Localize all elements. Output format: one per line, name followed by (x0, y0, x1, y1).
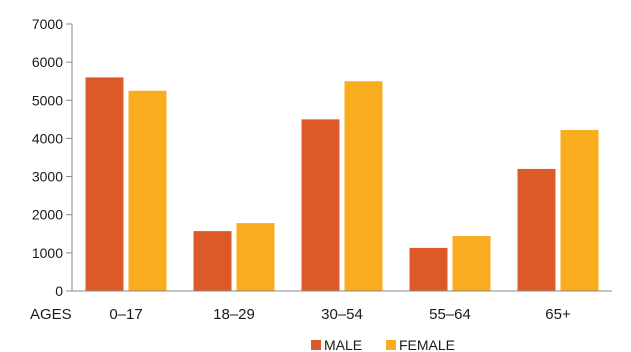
x-tick-label: 30–54 (321, 306, 363, 323)
bar-female (452, 236, 491, 291)
y-tick-label: 5000 (32, 92, 63, 108)
bar-male (517, 168, 556, 291)
y-tick-label: 0 (55, 283, 63, 299)
y-tick-label: 1000 (32, 245, 63, 261)
bar-female (236, 223, 275, 291)
x-tick-label: 65+ (545, 306, 571, 323)
y-tick-label: 4000 (32, 130, 63, 146)
bar-female (344, 81, 383, 291)
y-tick-label: 3000 (32, 169, 63, 185)
bar-female (560, 130, 599, 291)
bars (85, 77, 599, 292)
legend: MALE FEMALE (311, 337, 455, 352)
bar-male (301, 119, 340, 291)
bar-female (128, 90, 167, 291)
legend-swatch-male (311, 340, 321, 350)
y-axis-ticks: 0 1000 2000 3000 4000 5000 6000 7000 (32, 16, 72, 299)
x-axis-categories: 0–17 18–29 30–54 55–64 65+ (109, 306, 571, 323)
legend-label-female: FEMALE (399, 337, 455, 352)
x-axis-label: AGES (30, 306, 72, 323)
x-tick-label: 18–29 (213, 306, 255, 323)
bar-male (193, 231, 232, 291)
y-tick-label: 2000 (32, 207, 63, 223)
bar-male (85, 77, 124, 292)
legend-label-male: MALE (324, 337, 362, 352)
bar-male (409, 247, 448, 291)
y-tick-label: 6000 (32, 54, 63, 70)
legend-swatch-female (386, 340, 396, 350)
y-tick-label: 7000 (32, 16, 63, 32)
x-tick-label: 0–17 (109, 306, 142, 323)
x-tick-label: 55–64 (429, 306, 471, 323)
